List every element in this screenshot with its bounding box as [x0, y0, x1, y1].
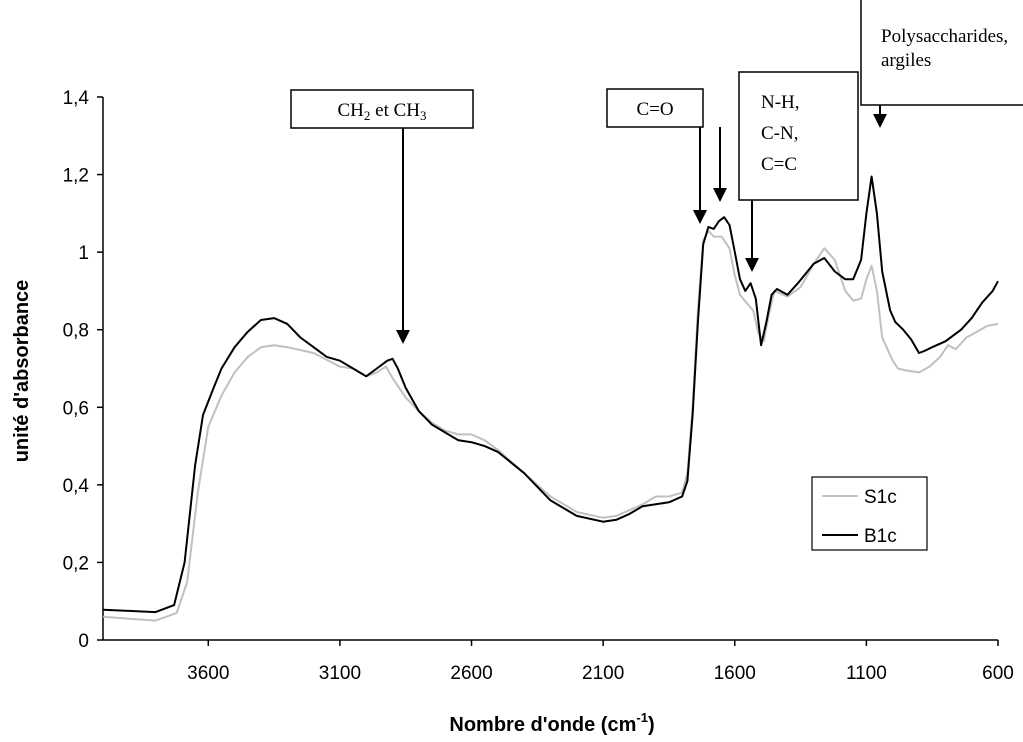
x-tick-label: 600	[982, 663, 1014, 684]
annotation-box	[738, 71, 859, 201]
annotation-line: N-H,	[761, 92, 800, 113]
x-axis-title: Nombre d'onde (cm-1)	[449, 710, 654, 736]
y-tick-label: 0	[78, 631, 89, 652]
x-tick-label: 2100	[582, 663, 624, 684]
series-line-s1c	[102, 229, 999, 622]
series-line-b1c	[102, 175, 999, 614]
arrow-head	[396, 330, 410, 344]
x-tick-label: 1100	[846, 663, 887, 684]
annotation-line: argiles	[881, 50, 931, 71]
x-tick-label: 3100	[319, 663, 361, 684]
annotation-nh-cn-cc: N-H, C-N, C=C	[738, 71, 859, 272]
y-tick-label: 0,6	[63, 398, 89, 419]
annotation-line: C-N,	[761, 123, 798, 144]
legend-label-b1c: B1c	[864, 526, 897, 547]
annotation-ch2-ch3: CH2 et CH3	[290, 89, 474, 344]
x-axis-title-superscript: -1	[636, 710, 648, 725]
annotation-co-text: C=O	[636, 99, 673, 120]
annotation-line: C=C	[761, 154, 797, 175]
y-axis-title: unité d'absorbance	[11, 280, 33, 463]
arrow-head	[693, 210, 707, 224]
y-ticks: 0 0,2 0,4 0,6 0,8 1 1,2 1,4	[63, 88, 103, 652]
arrow-head	[873, 114, 887, 128]
x-tick-label: 3600	[187, 663, 229, 684]
y-tick-label: 0,4	[63, 476, 90, 497]
legend-box	[811, 476, 928, 551]
annotation-co: C=O	[606, 88, 727, 224]
y-tick-label: 1,2	[63, 166, 89, 187]
y-tick-label: 1,4	[63, 88, 90, 109]
y-tick-label: 0,2	[63, 553, 89, 574]
annotation-box	[860, 0, 1023, 106]
series-lines	[102, 175, 999, 622]
legend: S1c B1c	[811, 476, 928, 551]
arrow-head	[745, 258, 759, 272]
arrow-head	[713, 188, 727, 202]
x-axis-title-close: )	[648, 714, 655, 736]
annotation-box	[290, 89, 474, 129]
annotation-box	[606, 88, 704, 128]
x-axis-title-text: Nombre d'onde (cm	[449, 714, 636, 736]
annotation-line: Polysaccharides,	[881, 26, 1008, 47]
annotation-polysaccharides: Polysaccharides, argiles	[860, 0, 1023, 128]
annotation-ch-text: CH2 et CH3	[337, 100, 426, 123]
x-tick-label: 1600	[714, 663, 756, 684]
plot-area: 0 0,2 0,4 0,6 0,8 1 1,2 1,4 3600 3100 2600 2100 160…	[63, 88, 1014, 684]
x-ticks: 3600 3100 2600 2100 1600 1100 600	[187, 640, 1014, 684]
legend-label-s1c: S1c	[864, 487, 897, 508]
y-tick-label: 1	[78, 243, 89, 264]
x-tick-label: 2600	[450, 663, 492, 684]
y-tick-label: 0,8	[63, 321, 89, 342]
